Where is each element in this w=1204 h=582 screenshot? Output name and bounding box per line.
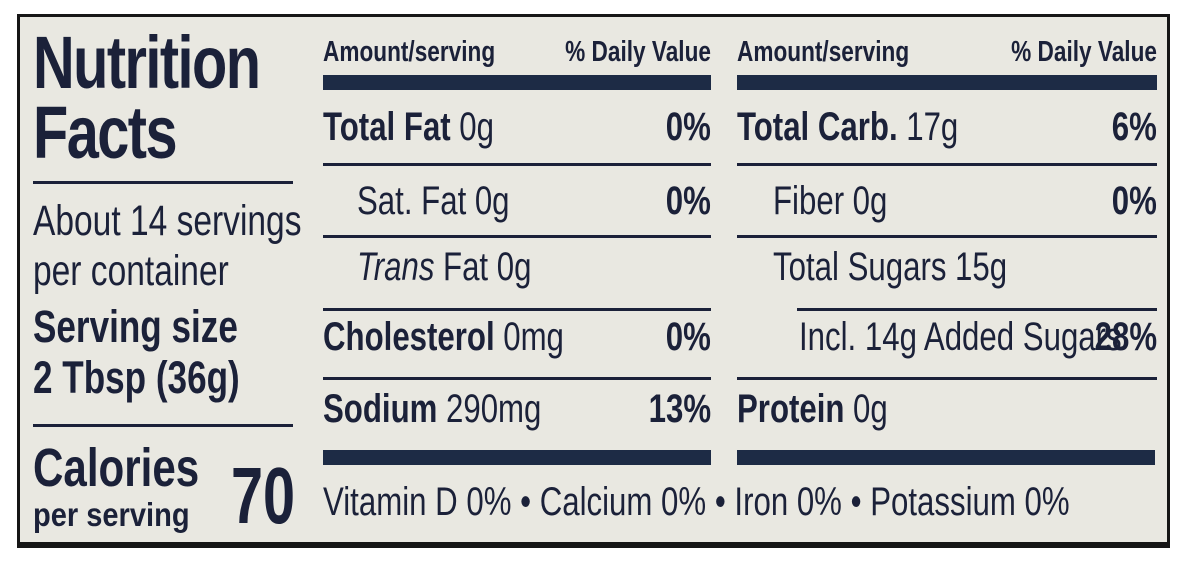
row-total-fat: Total Fat 0g 0% (323, 106, 711, 148)
servings-per-container: About 14 servings per container (33, 196, 377, 296)
servings-line-1: About 14 servings (33, 197, 302, 245)
daily-value: 13% (648, 387, 711, 431)
nutrient-name: Cholesterol (323, 315, 495, 359)
calories-subtext: per serving (33, 496, 190, 533)
nutrient-amount: 0g (853, 387, 888, 431)
nutrient-name: Fiber (773, 179, 845, 223)
serving-size-label: Serving size (33, 301, 238, 352)
nutrient-amount: 17g (906, 105, 959, 149)
nutrient-amount: 0mg (503, 315, 564, 359)
row-cholesterol: Cholesterol 0mg 0% (323, 316, 711, 358)
daily-value-header: % Daily Value (565, 36, 711, 68)
nutrient-name: Total Fat (323, 105, 451, 149)
title-line-2: Facts (33, 91, 178, 174)
daily-value: 0% (665, 179, 711, 223)
row-divider (737, 377, 1157, 380)
right-footer-bar (737, 450, 1155, 465)
serving-size-value: 2 Tbsp (36g) (33, 352, 240, 403)
servings-line-2: per container (33, 247, 229, 295)
calories-label: Calories (33, 438, 200, 498)
nutrient-name: Total Sugars (773, 245, 947, 289)
nutrient-amount: Fat 0g (443, 245, 532, 289)
nutrient-amount: 0g (852, 179, 888, 223)
amount-serving-header: Amount/serving (737, 36, 910, 68)
serving-size: Serving size 2 Tbsp (36g) (33, 301, 298, 403)
row-added-sugars: Incl. 14g Added Sugars 28% (799, 316, 1157, 358)
row-trans-fat: Trans Fat 0g (357, 246, 711, 288)
nutrient-name: Total Carb. (737, 105, 898, 149)
middle-column-header: Amount/serving % Daily Value (323, 36, 711, 68)
daily-value: 6% (1111, 105, 1157, 149)
row-sat-fat: Sat. Fat 0g 0% (357, 180, 711, 222)
nutrient-amount: 0g (459, 105, 494, 149)
row-divider-indented (797, 308, 1157, 311)
row-divider (737, 163, 1157, 166)
right-column-header: Amount/serving % Daily Value (737, 36, 1157, 68)
nutrition-facts-label: Nutrition Facts About 14 servings per co… (17, 14, 1170, 548)
row-total-carb: Total Carb. 17g 6% (737, 106, 1157, 148)
row-divider (323, 308, 711, 311)
row-fiber: Fiber 0g 0% (773, 180, 1157, 222)
nutrient-name: Sat. Fat (357, 179, 467, 223)
row-divider (323, 235, 711, 238)
nutrient-name: Incl. 14g Added Sugars (799, 315, 1122, 359)
nutrient-name: Trans (357, 245, 435, 289)
row-protein: Protein 0g (737, 388, 1157, 430)
nutrient-amount: 0g (474, 179, 510, 223)
row-divider (737, 235, 1157, 238)
daily-value: 0% (1111, 179, 1157, 223)
nutrient-name: Sodium (323, 387, 438, 431)
nutrient-amount: 290mg (445, 387, 542, 431)
middle-footer-bar (323, 450, 711, 465)
label-title: Nutrition Facts (33, 21, 323, 174)
left-divider-top (33, 181, 293, 184)
middle-header-bar (323, 75, 711, 90)
nutrient-name: Protein (737, 387, 845, 431)
daily-value: 0% (665, 315, 711, 359)
amount-serving-header: Amount/serving (323, 36, 496, 68)
micronutrients-line: Vitamin D 0% • Calcium 0% • Iron 0% • Po… (323, 480, 1070, 524)
right-header-bar (737, 75, 1157, 90)
left-divider-bottom (33, 424, 293, 427)
daily-value: 0% (665, 105, 711, 149)
title-line-1: Nutrition (33, 21, 261, 104)
daily-value: 28% (1094, 315, 1157, 359)
row-total-sugars: Total Sugars 15g (773, 246, 1157, 288)
row-sodium: Sodium 290mg 13% (323, 388, 711, 430)
row-divider (323, 377, 711, 380)
row-divider (323, 163, 711, 166)
calories-value: 70 (231, 451, 296, 540)
nutrient-amount: 15g (955, 245, 1008, 289)
daily-value-header: % Daily Value (1011, 36, 1157, 68)
